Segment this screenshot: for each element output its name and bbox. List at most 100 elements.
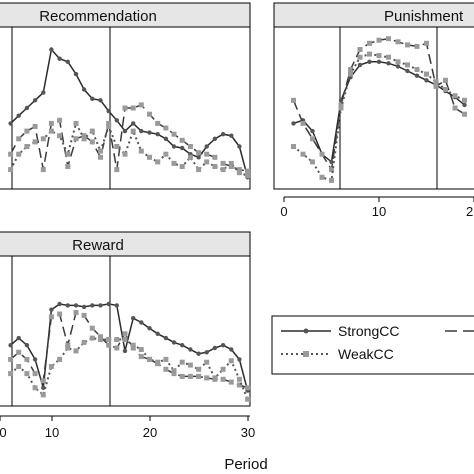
- x-tick-label: 2: [466, 204, 473, 219]
- data-point: [338, 105, 344, 111]
- data-point: [204, 151, 210, 157]
- data-point: [16, 335, 21, 341]
- data-point: [212, 345, 218, 351]
- data-point: [8, 151, 14, 157]
- data-point: [139, 128, 144, 134]
- data-point: [24, 144, 30, 149]
- data-point: [41, 385, 46, 390]
- data-point: [329, 167, 334, 173]
- data-point: [81, 136, 87, 142]
- x-axis: 0 10 2: [280, 196, 474, 219]
- data-point: [179, 164, 185, 169]
- panel-recommendation: Recommendation: [0, 2, 251, 190]
- data-point: [433, 83, 439, 89]
- legend-box: [271, 315, 474, 375]
- data-point: [131, 121, 136, 126]
- data-point: [386, 54, 391, 60]
- data-point: [122, 337, 128, 342]
- data-point: [212, 136, 218, 141]
- data-point: [24, 105, 30, 111]
- data-point: [433, 79, 439, 85]
- data-point: [131, 316, 136, 321]
- data-point: [187, 362, 193, 368]
- data-point: [16, 151, 22, 157]
- data-point: [130, 345, 136, 351]
- panel-reward: Reward 0 10 20 30 Period: [0, 231, 268, 473]
- data-point: [32, 371, 38, 377]
- x-tick-label: 0: [0, 425, 7, 440]
- data-point: [163, 335, 169, 341]
- data-point: [89, 139, 95, 145]
- data-point: [452, 93, 458, 99]
- data-point: [163, 125, 169, 131]
- data-point: [155, 132, 160, 137]
- data-point: [348, 71, 353, 77]
- data-point: [228, 379, 234, 385]
- data-point: [147, 326, 152, 331]
- data-point: [122, 151, 128, 157]
- data-point: [212, 154, 218, 160]
- data-point: [187, 144, 193, 149]
- data-point: [228, 358, 234, 364]
- data-point: [98, 98, 103, 103]
- data-point: [114, 144, 120, 149]
- data-point: [376, 59, 382, 64]
- data-point: [357, 47, 363, 52]
- data-point: [49, 307, 54, 312]
- data-point: [57, 133, 63, 139]
- data-point: [122, 348, 128, 354]
- data-point: [89, 128, 95, 134]
- data-point: [49, 47, 54, 52]
- data-point: [300, 151, 306, 157]
- data-point: [163, 366, 169, 372]
- data-point: [8, 167, 14, 173]
- x-axis: 0 10 20 30: [0, 415, 255, 440]
- data-point: [405, 68, 410, 74]
- data-point: [329, 159, 334, 165]
- data-point: [81, 312, 87, 318]
- data-point: [171, 371, 177, 377]
- data-point: [357, 54, 363, 60]
- data-point: [98, 148, 103, 154]
- data-point: [106, 108, 111, 114]
- data-point: [204, 350, 209, 355]
- data-point: [236, 167, 242, 173]
- x-tick-label: 30: [241, 425, 255, 440]
- data-point: [155, 159, 161, 165]
- data-point: [90, 303, 95, 308]
- data-point: [73, 71, 79, 77]
- data-point: [414, 73, 420, 78]
- x-tick-label: 10: [372, 204, 386, 219]
- data-point: [245, 168, 251, 174]
- data-point: [98, 303, 103, 308]
- data-point: [122, 331, 128, 337]
- data-point: [395, 59, 401, 65]
- legend-label-weakcc: WeakCC: [338, 346, 394, 362]
- data-point: [138, 148, 144, 154]
- data-point: [414, 43, 420, 49]
- data-point: [291, 144, 296, 149]
- data-point: [179, 137, 185, 143]
- data-point: [57, 356, 63, 362]
- data-point: [376, 53, 382, 59]
- data-point: [65, 342, 71, 348]
- data-point: [424, 71, 429, 77]
- data-point: [16, 113, 21, 118]
- data-point: [376, 37, 382, 43]
- data-point: [220, 366, 226, 372]
- data-point: [106, 120, 112, 126]
- data-point: [236, 382, 242, 388]
- data-point: [81, 304, 87, 310]
- data-point: [130, 342, 136, 348]
- data-point: [348, 67, 353, 72]
- data-point: [204, 375, 210, 381]
- series-line-weakcc: [9, 337, 249, 400]
- data-point: [204, 159, 210, 165]
- data-point: [395, 64, 401, 69]
- data-point: [41, 90, 46, 95]
- data-point: [48, 314, 54, 320]
- data-point: [147, 154, 152, 160]
- data-point: [155, 120, 161, 126]
- x-tick-label: 0: [280, 204, 287, 219]
- data-point: [40, 136, 46, 142]
